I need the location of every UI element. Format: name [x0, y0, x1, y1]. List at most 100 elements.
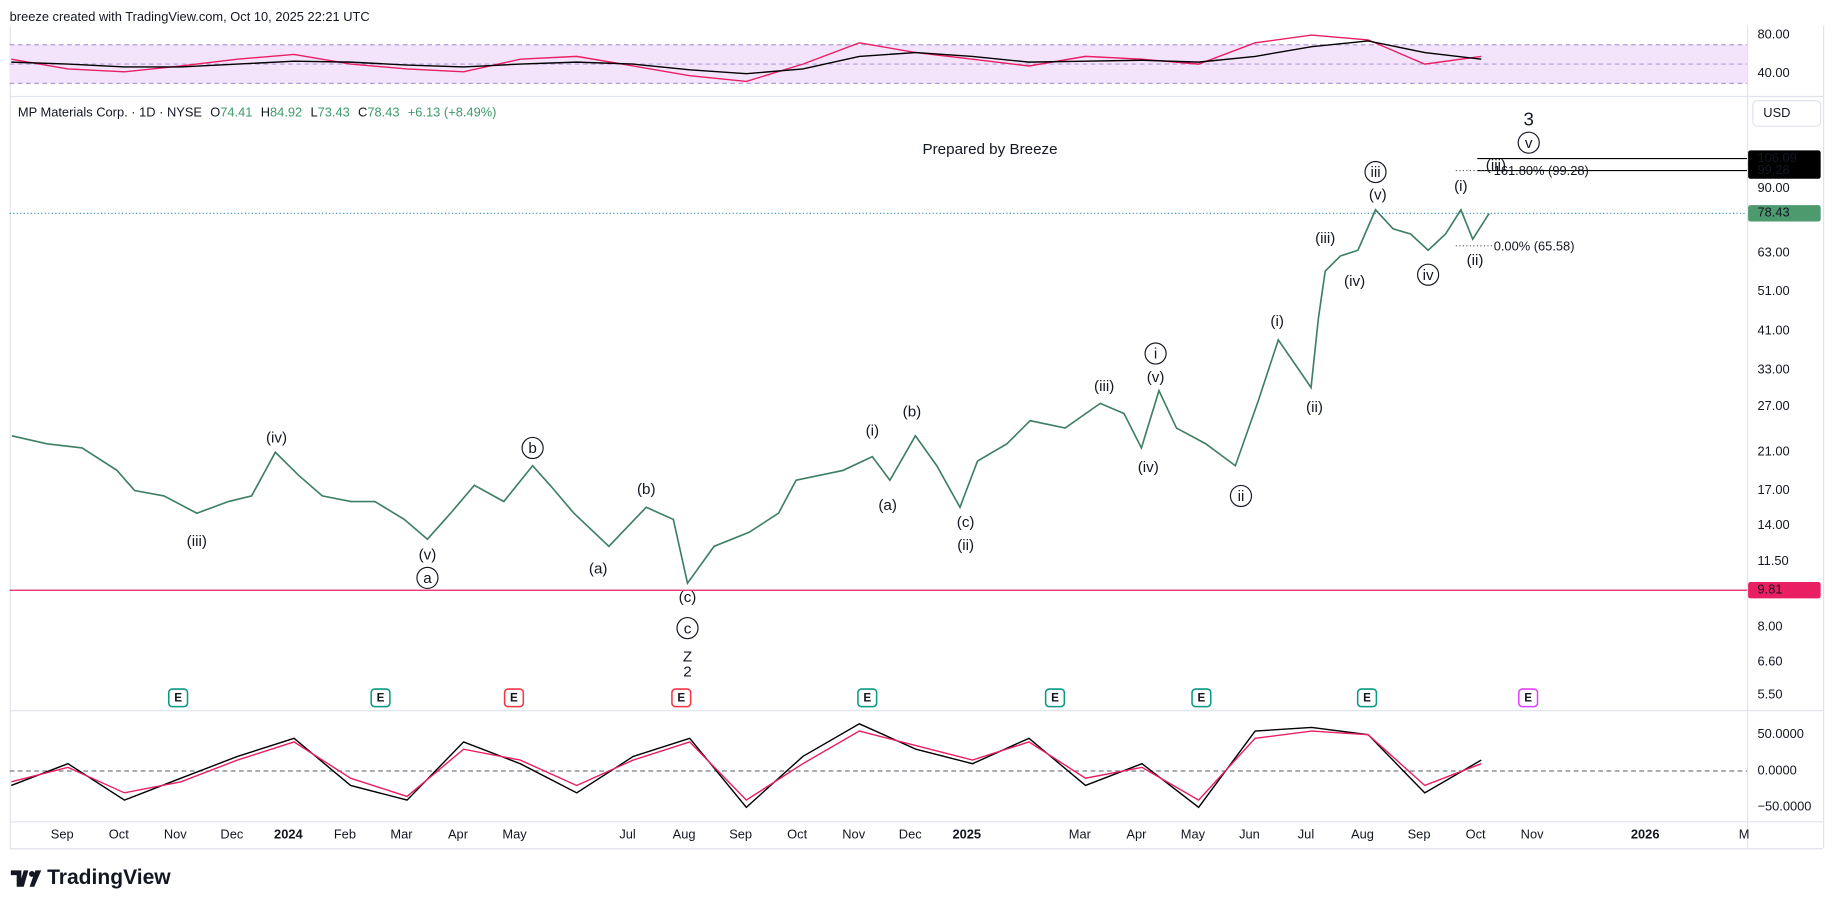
- price-label-box: [1748, 582, 1821, 599]
- wave-label: 2: [683, 664, 691, 681]
- price-label-box: [1748, 205, 1821, 222]
- y-tick-label: 63.00: [1757, 244, 1789, 259]
- logo-icon: [28, 870, 35, 877]
- x-tick-label: Sep: [51, 827, 74, 842]
- wave-label: Z: [683, 649, 692, 666]
- credit: breeze created with TradingView.com, Oct…: [10, 9, 370, 24]
- ohlc-value: 74.41: [220, 105, 252, 120]
- currency-button[interactable]: [1752, 100, 1822, 127]
- wave-circle: [1144, 342, 1167, 365]
- ohlc-value: 84.92: [270, 105, 302, 120]
- wave-label: (c): [957, 514, 975, 531]
- wave-label: (iv): [1138, 459, 1159, 476]
- x-tick-label: Feb: [334, 827, 356, 842]
- wave-label: (ii): [1467, 252, 1484, 269]
- symbol-legend: MP Materials Corp. · 1D · NYSE O74.41 H8…: [18, 105, 497, 120]
- y-tick-label: 51.00: [1757, 283, 1789, 298]
- wave-label: (v): [1147, 369, 1165, 386]
- ohlc-key: C: [358, 105, 367, 120]
- currency[interactable]: USD: [1763, 105, 1790, 120]
- earnings-label: E: [677, 692, 685, 705]
- y-tick-label: 80.00: [1757, 26, 1789, 41]
- price-label: 9.81: [1757, 582, 1782, 597]
- y-tick-label: 90.00: [1757, 180, 1789, 195]
- x-tick-label: Apr: [448, 827, 469, 842]
- earnings-marker: [370, 688, 391, 708]
- x-tick-label: Oct: [787, 827, 807, 842]
- logo: TradingView: [10, 866, 171, 889]
- x-tick-label: M: [1739, 827, 1750, 842]
- wave-circle: [1416, 263, 1440, 286]
- price-label: 78.43: [1757, 205, 1789, 220]
- wave-circle: [676, 617, 699, 640]
- watermark-note: Prepared by Breeze: [922, 141, 1057, 158]
- x-tick-label: Sep: [729, 827, 752, 842]
- symbol: MP Materials Corp. · 1D · NYSE: [18, 105, 203, 120]
- wave-label: c: [684, 620, 692, 637]
- fib-label: 0.00% (65.58): [1494, 238, 1575, 253]
- wave-label: (b): [637, 481, 656, 498]
- wave-circle: [1229, 484, 1253, 508]
- x-tick-label: Nov: [164, 827, 187, 842]
- y-tick-label: 41.00: [1757, 322, 1789, 337]
- earnings-marker: [1518, 688, 1539, 708]
- wave-label: (b): [903, 404, 922, 421]
- y-tick-label: 5.50: [1757, 687, 1782, 702]
- wave-label: (i): [1270, 313, 1284, 330]
- wave-label: (iii): [187, 533, 207, 550]
- x-tick-label: May: [1181, 827, 1206, 842]
- earnings-marker: [168, 688, 189, 708]
- wave-label: i: [1154, 346, 1157, 363]
- earnings-marker: [857, 688, 878, 708]
- wave-label: (a): [589, 561, 608, 578]
- x-tick-label: Sep: [1408, 827, 1431, 842]
- x-tick-label: Jul: [1298, 827, 1314, 842]
- earnings-label: E: [863, 692, 871, 705]
- x-tick-label: 2025: [952, 827, 981, 842]
- earnings-marker: [1356, 688, 1378, 708]
- logo-icon: [10, 870, 29, 887]
- x-tick-label: Oct: [1466, 827, 1486, 842]
- x-tick-label: Aug: [1351, 827, 1374, 842]
- x-tick-label: Dec: [220, 827, 243, 842]
- wave-circle: [1517, 131, 1540, 154]
- wave-label: (a): [878, 497, 897, 514]
- y-tick-label: 21.00: [1757, 444, 1789, 459]
- price-label-box: [1748, 162, 1821, 179]
- logo-icon: [29, 870, 42, 887]
- x-tick-label: Mar: [390, 827, 413, 842]
- y-tick-label: 40.00: [1757, 65, 1789, 80]
- wave-label: ii: [1238, 488, 1245, 505]
- x-tick-label: Nov: [842, 827, 865, 842]
- earnings-label: E: [1051, 692, 1059, 705]
- earnings-marker: [1044, 688, 1066, 708]
- wave-label: (iii): [1094, 378, 1114, 395]
- wave-label: a: [423, 570, 432, 587]
- indicator-line: [11, 34, 1482, 83]
- wave-label: (v): [1369, 186, 1387, 203]
- earnings-label: E: [510, 692, 518, 705]
- ohlc-value: 78.43: [367, 105, 399, 120]
- wave-label: (iii): [1315, 230, 1335, 247]
- price-label: 106.09: [1757, 150, 1796, 165]
- y-tick-label: 8.00: [1757, 619, 1782, 634]
- fib-label: 161.80% (99.28): [1494, 163, 1589, 178]
- y-tick-label: 33.00: [1757, 362, 1789, 377]
- y-tick-label: −50.0000: [1757, 799, 1811, 814]
- wave-label: (i): [866, 423, 880, 440]
- wave-label: (iv): [1344, 273, 1365, 290]
- x-tick-label: 2024: [274, 827, 303, 842]
- earnings-label: E: [174, 692, 182, 705]
- x-tick-label: Mar: [1069, 827, 1092, 842]
- x-tick-label: Oct: [109, 827, 129, 842]
- y-tick-label: 14.00: [1757, 517, 1789, 532]
- wave-circle: [521, 436, 544, 460]
- price-line-series: [11, 207, 1490, 586]
- y-tick-label: 11.50: [1757, 553, 1788, 568]
- logo-text: TradingView: [47, 866, 171, 889]
- earnings-label: E: [1524, 692, 1532, 705]
- wave-label: iii: [1370, 164, 1380, 181]
- ohlc-key: O: [210, 105, 220, 120]
